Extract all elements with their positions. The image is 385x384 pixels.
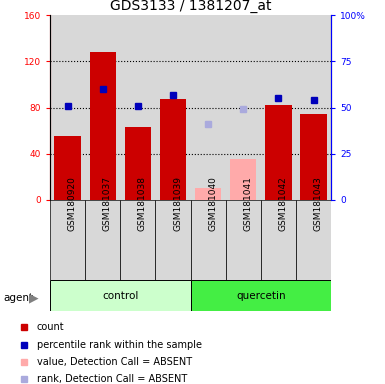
Bar — [160, 99, 186, 200]
Text: agent: agent — [4, 293, 34, 303]
Bar — [85, 200, 120, 280]
Text: GSM181040: GSM181040 — [208, 176, 217, 231]
Bar — [296, 15, 331, 200]
Bar — [121, 15, 156, 200]
Bar — [226, 15, 261, 200]
Text: GSM181043: GSM181043 — [313, 176, 323, 231]
Title: GDS3133 / 1381207_at: GDS3133 / 1381207_at — [110, 0, 271, 13]
Bar — [50, 200, 85, 280]
Bar — [125, 127, 151, 200]
Bar — [85, 15, 120, 200]
Text: GSM181042: GSM181042 — [278, 176, 288, 231]
Bar — [156, 15, 191, 200]
Bar — [156, 200, 191, 280]
Bar — [261, 200, 296, 280]
Text: GSM181041: GSM181041 — [243, 176, 252, 231]
Text: GSM181037: GSM181037 — [103, 176, 112, 231]
Bar — [191, 200, 226, 280]
Text: ▶: ▶ — [29, 291, 38, 304]
Bar — [265, 105, 291, 200]
Bar — [296, 200, 331, 280]
Bar — [191, 280, 331, 311]
Bar — [90, 52, 116, 200]
Text: quercetin: quercetin — [236, 291, 286, 301]
Text: count: count — [37, 322, 65, 332]
Text: percentile rank within the sample: percentile rank within the sample — [37, 339, 202, 349]
Text: GSM181039: GSM181039 — [173, 176, 182, 231]
Bar — [121, 200, 156, 280]
Bar — [195, 188, 221, 200]
Bar — [230, 159, 256, 200]
Text: value, Detection Call = ABSENT: value, Detection Call = ABSENT — [37, 357, 192, 367]
Bar — [50, 15, 85, 200]
Bar — [226, 200, 261, 280]
Bar — [300, 114, 327, 200]
Text: GSM181038: GSM181038 — [138, 176, 147, 231]
Text: control: control — [102, 291, 139, 301]
Bar — [50, 280, 191, 311]
Bar — [54, 136, 81, 200]
Bar — [261, 15, 296, 200]
Text: rank, Detection Call = ABSENT: rank, Detection Call = ABSENT — [37, 374, 187, 384]
Text: GSM180920: GSM180920 — [68, 176, 77, 231]
Bar — [191, 15, 226, 200]
